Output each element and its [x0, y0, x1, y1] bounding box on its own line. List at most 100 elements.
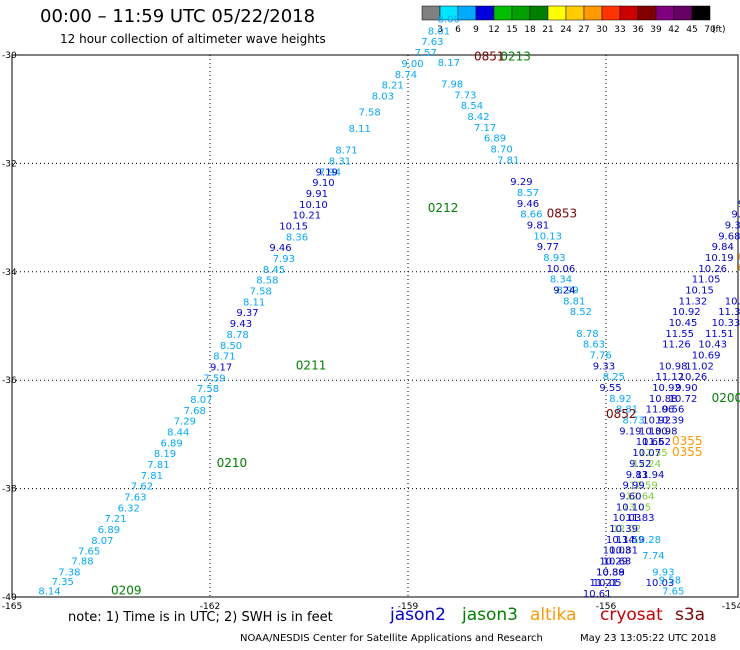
wave-height-point: 9.24	[553, 285, 575, 296]
wave-height-point: 7.29	[174, 417, 196, 428]
wave-height-point: 12.64	[626, 491, 655, 502]
footer-timestamp: May 23 13:05:22 UTC 2018	[580, 633, 717, 644]
colorbar-label: 9	[473, 25, 479, 35]
wave-height-point: 7.62	[131, 482, 153, 493]
wave-height-point: 8.14	[38, 586, 60, 597]
wave-height-point: 11.32	[679, 296, 708, 307]
wave-height-point: 8.74	[395, 70, 417, 81]
wave-height-point: 9.68	[718, 231, 740, 242]
wave-height-point: 10.63	[603, 556, 632, 567]
wave-height-point: 7.35	[52, 577, 74, 588]
wave-height-point: 11.21	[590, 578, 619, 589]
wave-height-point: 12.55	[639, 448, 668, 459]
wave-height-point: 9.33	[593, 361, 615, 372]
wave-height-point: 8.73	[623, 416, 645, 427]
wave-height-point: 10.98	[649, 426, 678, 437]
wave-height-point: 10.39	[656, 416, 685, 427]
wave-height-point: 7.65	[78, 547, 100, 558]
pass-time-label: 0355	[672, 434, 703, 448]
wave-height-point: 10.92	[652, 383, 681, 394]
wave-height-point: 9.58	[659, 575, 681, 586]
wave-height-point: 8.63	[583, 340, 605, 351]
wave-height-point: 8.58	[256, 276, 278, 287]
wave-height-point: 7.38	[58, 567, 80, 578]
wave-height-point: 8.78	[227, 330, 249, 341]
wave-height-point: 8.25	[603, 372, 625, 383]
colorbar-label: 24	[560, 25, 572, 35]
wave-height-point: 9.77	[537, 242, 559, 253]
wave-height-point: 11.06	[646, 405, 675, 416]
wave-height-point: 10.06	[547, 264, 576, 275]
wave-height-point: 9.17	[210, 362, 232, 373]
colorbar-label: 70	[704, 25, 716, 35]
wave-height-point: 10.39	[609, 524, 638, 535]
wave-height-point: 10.34	[606, 535, 635, 546]
x-tick-label: -156	[596, 602, 617, 612]
wave-height-point: 10.39	[596, 567, 625, 578]
chart-subtitle: 12 hour collection of altimeter wave hei…	[60, 32, 326, 46]
wave-height-point: 7.58	[250, 287, 272, 298]
pass-time-label: 0200	[712, 391, 740, 405]
wave-height-point: 12.02	[613, 524, 642, 535]
x-tick-label: -165	[2, 602, 22, 612]
wave-height-point: 10.29	[599, 556, 628, 567]
colorbar-label: 30	[596, 25, 608, 35]
wave-height-point: 8.07	[91, 536, 113, 547]
pass-time-label: 0209	[111, 583, 142, 597]
wave-height-point: 7.63	[124, 493, 146, 504]
wave-height-point: 10.92	[672, 307, 701, 318]
colorbar-label: 18	[524, 25, 536, 35]
wave-height-point: 9.43	[230, 319, 252, 330]
wave-height-point: 7.65	[662, 586, 684, 597]
wave-height-point: 8.45	[263, 265, 285, 276]
x-tick-label: -154	[722, 602, 740, 612]
wave-height-point: 8.21	[382, 81, 404, 92]
wave-height-point: 10.88	[649, 394, 678, 405]
wave-height-point: 10.10	[299, 200, 328, 211]
wave-height-point: 10.26	[679, 372, 708, 383]
wave-height-point: 9.60	[619, 491, 641, 502]
wave-height-point: 10.30	[639, 426, 668, 437]
wave-height-point: 9.37	[236, 308, 258, 319]
wave-height-point: 9.81	[527, 220, 549, 231]
wave-height-point: 11.55	[665, 329, 694, 340]
wave-height-point: 10.65	[636, 437, 665, 448]
wave-height-point: 8.11	[349, 124, 371, 135]
wave-height-point: 8.71	[213, 352, 235, 363]
wave-height-point: 8.66	[520, 210, 542, 221]
wave-height-point: 7.59	[203, 373, 225, 384]
wave-height-point: 10.03	[613, 513, 642, 524]
wave-height-point: 10.15	[279, 222, 308, 233]
wave-height-point: 8.92	[609, 394, 631, 405]
wave-height-point: 10.26	[698, 264, 727, 275]
y-tick-label: -34	[2, 268, 17, 278]
wave-height-point: 7.98	[441, 80, 463, 91]
pass-time-label: 0354	[738, 250, 740, 264]
legend-jason2: jason2	[390, 605, 446, 625]
wave-height-point: 7.88	[71, 556, 93, 567]
wave-height-point: 9.99	[623, 481, 645, 492]
colorbar: 3 6 9 12 15 18 21 24 27 30 33 36 39 42 45 70(ft)	[421, 5, 726, 35]
wave-height-point: 10.13	[533, 231, 562, 242]
wave-height-point: 8.03	[372, 91, 394, 102]
wave-height-point: 8.81	[563, 296, 585, 307]
wave-height-point: 10.19	[705, 253, 734, 264]
wave-height-point: 8.57	[517, 188, 539, 199]
wave-height-point: 10.43	[698, 340, 727, 351]
wave-height-point: 9.93	[652, 567, 674, 578]
wave-height-point: 11.12	[656, 372, 685, 383]
wave-height-point: 7.81	[141, 471, 163, 482]
colorbar-label: 33	[614, 25, 625, 35]
wave-height-point: 8.71	[335, 146, 357, 157]
wave-height-point: 7.81	[147, 460, 169, 471]
wave-height-point: 10.88	[596, 567, 625, 578]
wave-height-point: 8.50	[220, 341, 242, 352]
wave-height-point: 8.52	[570, 307, 592, 318]
wave-height-point: 6.89	[161, 438, 183, 449]
wave-height-point: 10.98	[659, 361, 688, 372]
pass-time-label: 0210	[217, 456, 248, 470]
wave-height-point: 10.07	[632, 448, 661, 459]
wave-height-point: 11.83	[626, 513, 655, 524]
wave-height-point: 10.45	[669, 318, 698, 329]
x-tick-label: -159	[398, 602, 419, 612]
